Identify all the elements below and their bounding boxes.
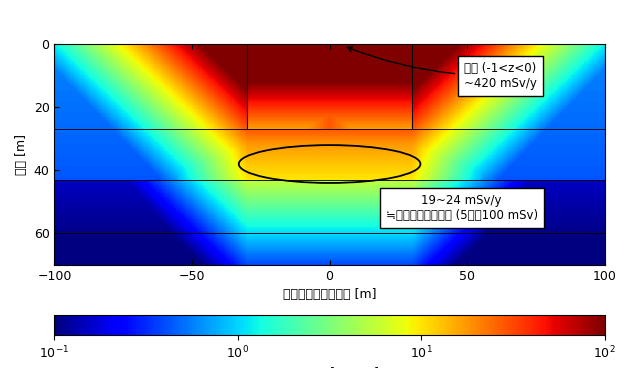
X-axis label: 実効線量当量 [mSv/y]: 実効線量当量 [mSv/y]	[280, 367, 379, 368]
Text: 19~24 mSv/y
≒職業被ばく基準値 (5年間100 mSv): 19~24 mSv/y ≒職業被ばく基準値 (5年間100 mSv)	[386, 194, 538, 222]
Text: 月面 (-1<z<0)
~420 mSv/y: 月面 (-1<z<0) ~420 mSv/y	[348, 47, 537, 90]
Y-axis label: 深さ [m]: 深さ [m]	[15, 134, 28, 175]
X-axis label: 縦孔中心からの距離 [m]: 縦孔中心からの距離 [m]	[283, 289, 376, 301]
